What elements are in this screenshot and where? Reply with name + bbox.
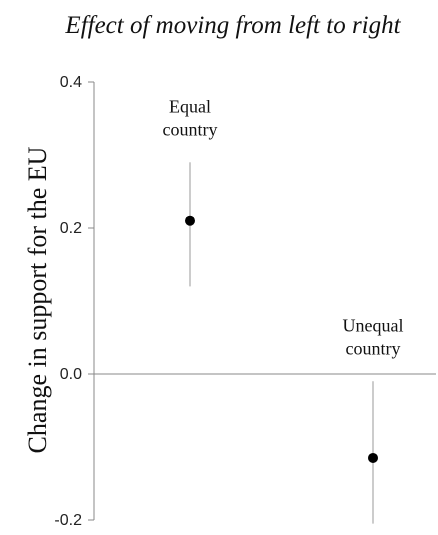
point-label: Unequal — [343, 315, 404, 335]
y-tick-label: 0.2 — [60, 220, 82, 237]
point-label: Equal — [169, 96, 211, 116]
y-ticks: 0.4 0.2 0.0 -0.2 — [54, 74, 94, 529]
point-annotations: Equal country Unequal country — [163, 96, 404, 358]
point-label: country — [346, 338, 401, 358]
data-marks — [185, 162, 378, 524]
y-axis-label: Change in support for the EU — [23, 146, 52, 453]
y-tick-label: 0.0 — [60, 366, 82, 383]
data-point — [185, 215, 195, 226]
chart-title: Effect of moving from left to right — [64, 12, 401, 39]
y-tick-label: -0.2 — [54, 512, 82, 529]
y-tick-label: 0.4 — [60, 74, 82, 91]
data-point — [368, 452, 378, 463]
axes — [93, 82, 436, 520]
point-label: country — [163, 119, 218, 139]
